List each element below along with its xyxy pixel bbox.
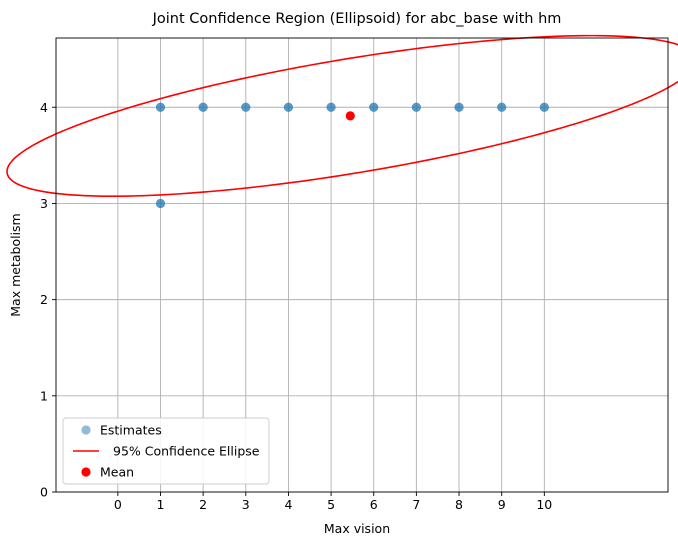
x-tick-label: 1: [157, 497, 165, 512]
chart-title: Joint Confidence Region (Ellipsoid) for …: [152, 11, 562, 27]
x-tick-label: 8: [455, 497, 463, 512]
x-tick-label: 3: [242, 497, 250, 512]
estimate-point: [198, 102, 208, 112]
estimate-point: [155, 198, 166, 209]
x-tick-label: 10: [536, 497, 552, 512]
x-tick-label: 9: [498, 497, 506, 512]
y-tick-label: 0: [40, 485, 48, 500]
x-tick-label: 7: [412, 497, 420, 512]
axes: 0 1 2 3 4 5 6 7 8 9 10 0 1 2 3 4: [40, 100, 552, 512]
legend-label-ellipse: 95% Confidence Ellipse: [113, 444, 260, 459]
x-tick-label: 0: [114, 497, 122, 512]
x-axis-label: Max vision: [324, 521, 390, 536]
legend-label-estimates: Estimates: [100, 423, 162, 438]
x-tick-label: 5: [327, 497, 335, 512]
estimate-point: [326, 102, 336, 112]
legend-marker-mean: [81, 467, 91, 477]
x-tick-label: 6: [370, 497, 378, 512]
estimate-point: [539, 102, 549, 112]
plot-data: [6, 34, 678, 209]
confidence-ellipse: [6, 34, 678, 198]
x-tick-label: 2: [199, 497, 207, 512]
y-tick-label: 3: [40, 196, 48, 211]
estimate-point: [155, 102, 166, 112]
mean-point: [345, 111, 355, 121]
estimate-point: [454, 102, 464, 112]
estimate-point: [283, 102, 294, 112]
estimate-point: [411, 102, 421, 112]
plot-frame: [55, 37, 669, 493]
y-axis-label: Max metabolism: [8, 213, 23, 316]
legend-box: [62, 417, 270, 485]
legend: Estimates 95% Confidence Ellipse Mean: [62, 417, 270, 485]
estimate-point: [497, 102, 507, 112]
legend-label-mean: Mean: [100, 465, 134, 480]
estimate-point: [241, 102, 251, 112]
y-tick-label: 1: [40, 388, 48, 403]
x-tick-label: 4: [284, 497, 292, 512]
legend-marker-estimates: [81, 425, 91, 435]
y-tick-label: 2: [40, 292, 48, 307]
y-tick-label: 4: [40, 100, 48, 115]
estimate-point: [369, 102, 379, 112]
